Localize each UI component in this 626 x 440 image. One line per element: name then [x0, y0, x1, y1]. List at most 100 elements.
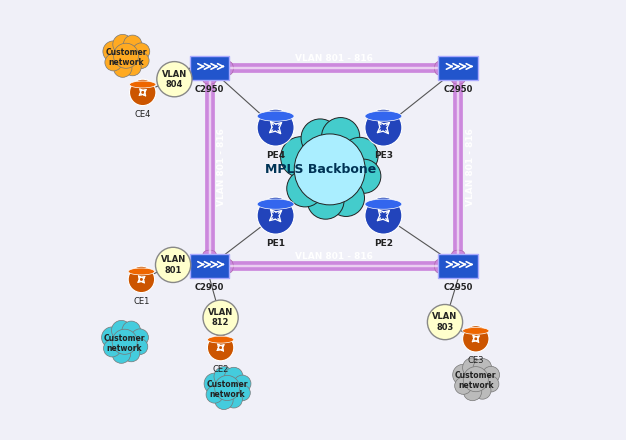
- Text: PE4: PE4: [266, 151, 285, 160]
- Text: CE1: CE1: [133, 297, 150, 306]
- Circle shape: [428, 304, 463, 340]
- Circle shape: [132, 339, 148, 355]
- Ellipse shape: [434, 62, 443, 75]
- Circle shape: [203, 300, 239, 335]
- Circle shape: [463, 367, 488, 392]
- Text: C2950: C2950: [443, 283, 473, 292]
- Text: C2950: C2950: [443, 84, 473, 94]
- Circle shape: [111, 320, 131, 340]
- Text: VLAN 801 - 816: VLAN 801 - 816: [295, 252, 373, 261]
- Circle shape: [365, 109, 402, 146]
- Ellipse shape: [225, 260, 233, 273]
- Circle shape: [307, 182, 344, 219]
- Circle shape: [215, 391, 233, 410]
- FancyBboxPatch shape: [190, 254, 229, 279]
- Circle shape: [123, 35, 142, 54]
- Circle shape: [206, 386, 223, 403]
- Circle shape: [112, 345, 131, 363]
- Circle shape: [124, 59, 141, 76]
- Circle shape: [214, 367, 233, 386]
- Circle shape: [322, 117, 360, 156]
- Circle shape: [287, 170, 324, 207]
- Text: MPLS Backbone: MPLS Backbone: [265, 163, 377, 176]
- Text: VLAN 801 - 816: VLAN 801 - 816: [295, 54, 373, 63]
- Circle shape: [122, 321, 140, 340]
- Ellipse shape: [130, 81, 156, 88]
- Text: C2950: C2950: [195, 84, 224, 94]
- FancyBboxPatch shape: [438, 56, 478, 81]
- Ellipse shape: [365, 199, 402, 209]
- Circle shape: [463, 326, 489, 352]
- Text: Customer
network: Customer network: [455, 371, 496, 390]
- Circle shape: [294, 134, 365, 205]
- Ellipse shape: [128, 268, 155, 275]
- Circle shape: [103, 340, 121, 357]
- Circle shape: [103, 41, 124, 62]
- Circle shape: [225, 391, 242, 408]
- Circle shape: [280, 137, 322, 178]
- Text: PE2: PE2: [374, 239, 393, 248]
- Text: Customer
network: Customer network: [104, 334, 145, 353]
- Text: VLAN
801: VLAN 801: [160, 255, 186, 275]
- Circle shape: [131, 329, 148, 346]
- Ellipse shape: [225, 62, 233, 75]
- Circle shape: [225, 367, 243, 386]
- Ellipse shape: [463, 327, 489, 334]
- Circle shape: [204, 373, 225, 394]
- Ellipse shape: [434, 260, 443, 273]
- Circle shape: [483, 366, 500, 383]
- Circle shape: [105, 54, 122, 71]
- Circle shape: [101, 327, 123, 348]
- Circle shape: [474, 382, 491, 399]
- Circle shape: [257, 197, 294, 234]
- Circle shape: [483, 376, 499, 392]
- Circle shape: [156, 62, 192, 97]
- Text: PE1: PE1: [266, 239, 285, 248]
- Circle shape: [473, 359, 491, 377]
- Circle shape: [327, 180, 364, 216]
- Circle shape: [128, 266, 155, 293]
- Circle shape: [113, 59, 132, 77]
- Circle shape: [235, 385, 250, 401]
- Ellipse shape: [207, 336, 233, 343]
- Circle shape: [123, 345, 140, 362]
- Ellipse shape: [203, 77, 216, 84]
- Circle shape: [463, 382, 482, 401]
- Text: Customer
network: Customer network: [207, 380, 248, 399]
- Circle shape: [113, 43, 138, 68]
- Text: C2950: C2950: [195, 283, 224, 292]
- FancyBboxPatch shape: [190, 56, 229, 81]
- Circle shape: [133, 43, 150, 60]
- Circle shape: [453, 364, 474, 385]
- Circle shape: [113, 34, 133, 54]
- Circle shape: [130, 79, 156, 106]
- Text: VLAN 801 - 816: VLAN 801 - 816: [217, 128, 227, 206]
- Text: CE3: CE3: [468, 356, 484, 365]
- Text: PE3: PE3: [374, 151, 393, 160]
- Text: CE2: CE2: [212, 365, 228, 374]
- FancyBboxPatch shape: [438, 254, 478, 279]
- Circle shape: [365, 197, 402, 234]
- Circle shape: [454, 377, 472, 394]
- Text: Customer
network: Customer network: [105, 48, 146, 67]
- Circle shape: [301, 119, 339, 157]
- Circle shape: [233, 375, 251, 392]
- Circle shape: [207, 334, 233, 361]
- Text: VLAN
803: VLAN 803: [433, 312, 458, 332]
- Ellipse shape: [257, 199, 294, 209]
- Circle shape: [155, 247, 191, 282]
- Circle shape: [257, 109, 294, 146]
- Text: VLAN
812: VLAN 812: [208, 308, 233, 327]
- Ellipse shape: [203, 250, 216, 258]
- Circle shape: [215, 375, 240, 400]
- Ellipse shape: [365, 111, 402, 121]
- Text: CE4: CE4: [135, 110, 151, 119]
- Circle shape: [463, 358, 483, 378]
- Text: VLAN 801 - 816: VLAN 801 - 816: [466, 128, 475, 206]
- Ellipse shape: [257, 111, 294, 121]
- Circle shape: [341, 137, 378, 174]
- Circle shape: [347, 159, 381, 193]
- Circle shape: [112, 329, 137, 354]
- Ellipse shape: [451, 77, 464, 84]
- Ellipse shape: [451, 250, 464, 258]
